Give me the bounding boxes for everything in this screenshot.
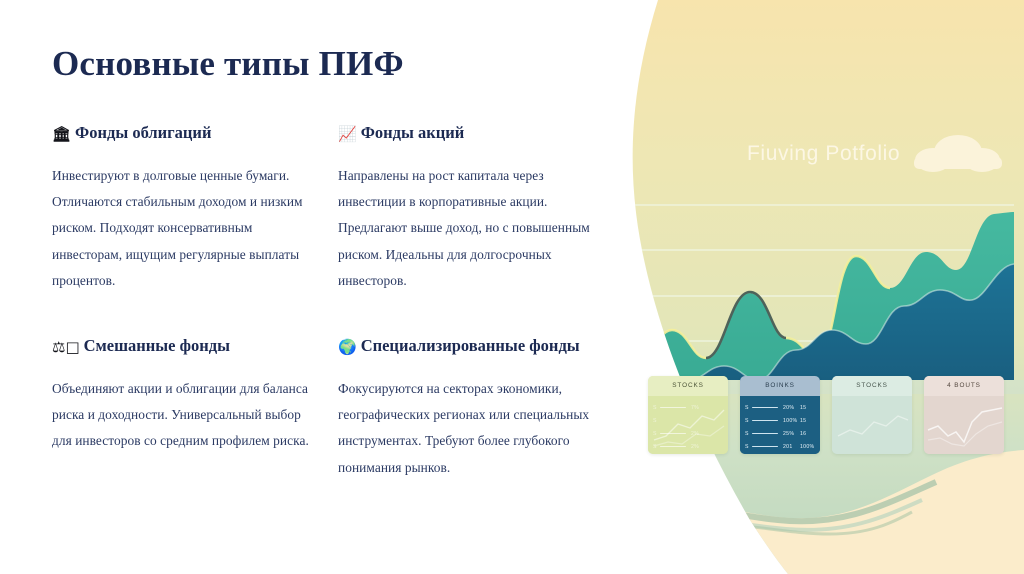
row-value-1: 2% xyxy=(691,430,700,437)
fund-card-mixed: ⚖□ Смешанные фонды Объединяют акции и обл… xyxy=(52,335,312,455)
row-line xyxy=(660,432,686,435)
chart-accent-line xyxy=(705,290,787,360)
row-symbol: S xyxy=(653,404,657,411)
fund-card-bond: 🏛 Фонды облигаций Инвестируют в долговые … xyxy=(52,122,312,294)
fund-heading: 🏛 Фонды облигаций xyxy=(52,122,312,144)
fund-heading-label: Фонды акций xyxy=(360,123,465,142)
mini-card-title: STOCKS xyxy=(648,376,728,396)
row-value-2: 15 xyxy=(800,404,807,411)
mini-card-row: S 2% xyxy=(653,440,724,453)
mini-card-title: STOCKS xyxy=(832,376,912,396)
illustration-panel: Fiuving Potfolio STOCKS S xyxy=(600,0,1024,574)
mini-card-row: S 201 100% xyxy=(745,440,816,453)
mini-card-boinks[interactable]: BOINKS S 20% 15 S 100% 15 xyxy=(740,376,820,454)
chart-area-lower xyxy=(688,264,1014,380)
mini-card-body xyxy=(924,396,1004,454)
mini-card-body: S 7% S S 2% xyxy=(648,396,728,454)
mini-card-sparkline xyxy=(648,396,728,454)
fund-heading-label: Фонды облигаций xyxy=(75,123,212,142)
fund-description: Направлены на рост капитала через инвест… xyxy=(338,168,590,288)
mini-card-rows: S 20% 15 S 100% 15 S xyxy=(745,401,816,453)
fund-description: Инвестируют в долговые ценные бумаги. От… xyxy=(52,168,303,288)
mini-card-row: S 7% xyxy=(653,401,724,414)
mini-card-title: BOINKS xyxy=(740,376,820,396)
mini-card-row: S 2% xyxy=(653,427,724,440)
row-line xyxy=(752,445,778,448)
mini-card-sparkline xyxy=(924,396,1004,454)
fund-description: Фокусируются на секторах экономики, геог… xyxy=(338,381,590,475)
mini-card-row: S xyxy=(653,414,724,427)
illustration-title: Fiuving Potfolio xyxy=(747,142,901,165)
row-symbol: S xyxy=(745,404,749,411)
fund-card-specialized: 🌍 Специализированные фонды Фокусируются н… xyxy=(338,335,598,481)
row-value-2: 16 xyxy=(800,430,807,437)
row-value-2: 100% xyxy=(800,443,815,450)
mini-card-stocks-2[interactable]: STOCKS xyxy=(832,376,912,454)
row-symbol: S xyxy=(653,417,657,424)
row-value-1: 7% xyxy=(691,404,700,411)
row-line xyxy=(660,445,686,448)
page-title: Основные типы ПИФ xyxy=(52,44,404,83)
chart-increasing-icon: 📈 xyxy=(338,125,357,143)
fund-description: Объединяют акции и облигации для баланса… xyxy=(52,381,309,449)
cloud-icon xyxy=(914,135,1002,172)
mini-card-rows: S 7% S S 2% xyxy=(653,401,724,453)
row-line xyxy=(752,419,778,422)
mini-card-row: S 25% 16 xyxy=(745,427,816,440)
chart-lower-edge xyxy=(687,263,1015,381)
row-value-1: 201 xyxy=(783,443,793,450)
mini-card-body xyxy=(832,396,912,454)
mini-cards-row: STOCKS S 7% xyxy=(648,376,1024,458)
mini-card-sparkline xyxy=(832,396,912,454)
mini-card-bouts[interactable]: 4 BOUTS xyxy=(924,376,1004,454)
row-symbol: S xyxy=(653,430,657,437)
fund-heading: 🌍 Специализированные фонды xyxy=(338,335,598,357)
row-value-2: 15 xyxy=(800,417,807,424)
row-symbol: S xyxy=(653,443,657,450)
content-pane: Основные типы ПИФ 🏛 Фонды облигаций Инвес… xyxy=(52,44,598,481)
row-value-1: 100% xyxy=(783,417,798,424)
row-line xyxy=(752,406,778,409)
fund-heading-label: Специализированные фонды xyxy=(360,336,580,355)
mini-card-title: 4 BOUTS xyxy=(924,376,1004,396)
mini-card-row: S 20% 15 xyxy=(745,401,816,414)
row-value-1: 2% xyxy=(691,443,700,450)
row-value-1: 25% xyxy=(783,430,795,437)
row-line xyxy=(752,432,778,435)
row-symbol: S xyxy=(745,443,749,450)
bank-building-icon: 🏛 xyxy=(52,125,72,143)
illustration-graphic xyxy=(632,0,1024,574)
globe-icon: 🌍 xyxy=(338,338,357,356)
fund-card-equity: 📈 Фонды акций Направлены на рост капитала… xyxy=(338,122,598,294)
fund-heading-label: Смешанные фонды xyxy=(83,336,231,355)
fund-heading: ⚖□ Смешанные фонды xyxy=(52,335,312,357)
balance-scale-icon: ⚖□ xyxy=(52,338,80,356)
row-symbol: S xyxy=(745,417,749,424)
row-symbol: S xyxy=(745,430,749,437)
fund-heading: 📈 Фонды акций xyxy=(338,122,598,144)
mini-card-row: S 100% 15 xyxy=(745,414,816,427)
mini-card-body: S 20% 15 S 100% 15 S xyxy=(740,396,820,454)
row-value-1: 20% xyxy=(783,404,795,411)
row-line xyxy=(660,406,686,409)
mini-card-stocks-1[interactable]: STOCKS S 7% xyxy=(648,376,728,454)
